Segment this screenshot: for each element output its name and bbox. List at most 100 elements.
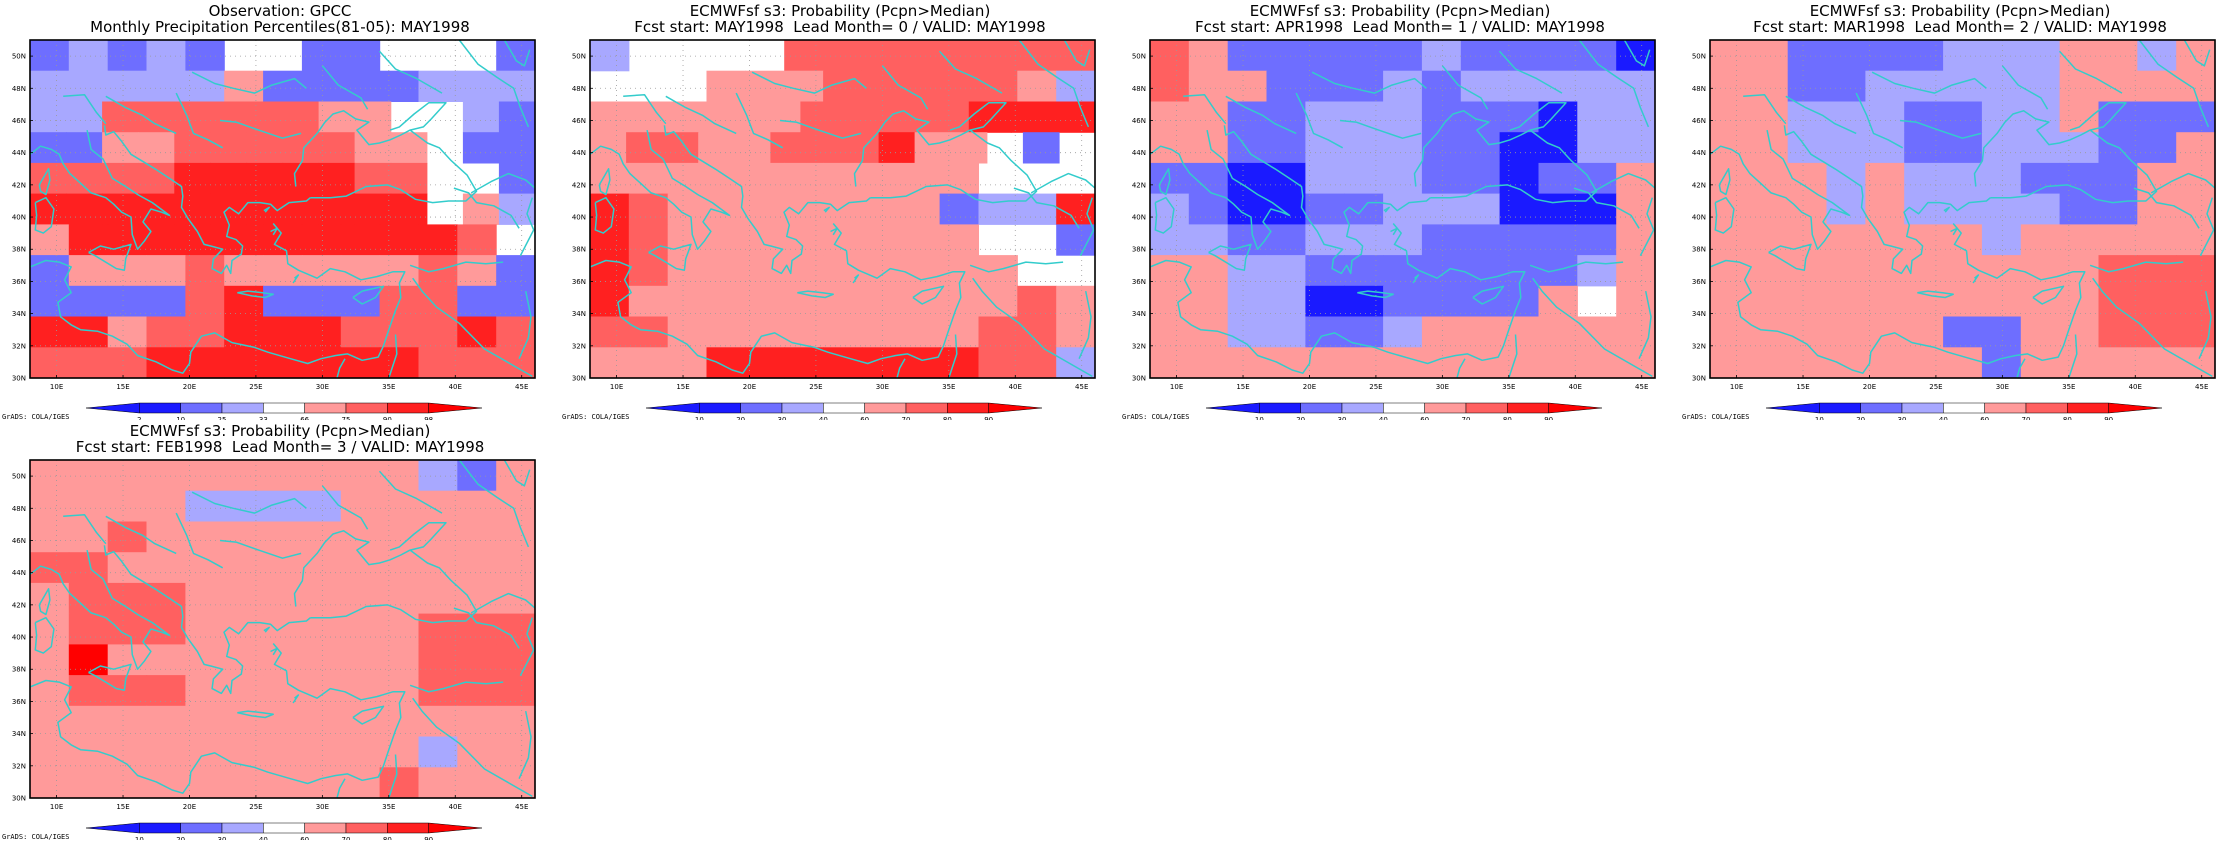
grid-cell <box>340 613 381 645</box>
grid-cell <box>1981 162 2022 195</box>
lon-tick-label: 15E <box>1236 383 1249 391</box>
colorbar-segment <box>304 822 347 834</box>
colorbar-segment <box>1819 402 1861 414</box>
grid-cell <box>823 285 863 318</box>
lat-tick-label: 44N <box>12 569 26 577</box>
grid-cell <box>301 736 342 768</box>
grid-cell <box>1904 101 1944 133</box>
grid-cell <box>30 460 70 492</box>
grid-cell <box>457 521 497 553</box>
colorbar-label: 20 <box>736 416 745 420</box>
grid-cell <box>174 101 211 133</box>
grid-cell <box>263 224 303 256</box>
grid-cell <box>1383 316 1423 348</box>
lat-tick-label: 34N <box>1132 310 1146 318</box>
grid-cell <box>146 644 186 676</box>
grid-cell <box>1266 316 1306 348</box>
grid-cell <box>667 193 708 225</box>
grid-cell <box>1943 255 1983 287</box>
grid-cell <box>2020 193 2061 225</box>
grid-cell <box>1150 347 1190 379</box>
grid-cell <box>2098 193 2138 225</box>
grid-cell <box>1305 132 1345 164</box>
lat-tick-label: 46N <box>12 537 26 545</box>
colorbar-segment <box>345 822 388 834</box>
coastline <box>2198 290 2212 360</box>
coastline <box>519 197 535 257</box>
lat-tick-label: 50N <box>1692 53 1706 61</box>
grid-cell <box>418 613 458 645</box>
grid-cell <box>2059 316 2099 348</box>
grid-cell <box>301 582 342 615</box>
grid-cell <box>301 285 342 318</box>
grid-cell <box>30 70 70 102</box>
lat-tick-label: 42N <box>1132 181 1146 189</box>
coastline <box>598 168 611 196</box>
grads-credit: GrADS: COLA/IGES <box>2 833 70 841</box>
grid-cell <box>263 644 303 676</box>
grid-cell <box>745 347 785 379</box>
grid-cell <box>1056 70 1096 102</box>
coastline <box>2069 102 2127 131</box>
coastline <box>352 285 385 305</box>
colorbar-segment <box>1300 402 1343 414</box>
grid-cell <box>224 460 264 492</box>
grid-cell <box>107 644 148 676</box>
coastline <box>1339 119 1422 139</box>
grid-cell <box>706 347 746 379</box>
grid-cell <box>301 490 342 522</box>
grid-cell <box>2176 101 2216 133</box>
colorbar-segment <box>1465 402 1508 414</box>
grid-cell <box>146 490 186 522</box>
colorbar-label: 60 <box>860 416 869 420</box>
coastline <box>34 196 55 234</box>
colorbar-label: 33 <box>259 416 268 420</box>
grid-cell <box>379 552 419 584</box>
grid-cell <box>878 132 916 164</box>
coastline <box>503 459 531 487</box>
coastline <box>292 274 300 284</box>
grid-cell <box>30 316 70 348</box>
grid-cell <box>784 40 824 72</box>
grid-cell <box>1188 101 1229 133</box>
grid-cell <box>224 70 264 102</box>
coastline <box>191 71 307 94</box>
grid-cell <box>662 132 699 164</box>
grid-cell <box>1499 255 1539 287</box>
grid-cell <box>1748 70 1789 102</box>
grid-cell <box>30 552 70 584</box>
grid-cell <box>1266 132 1306 164</box>
grid-cell <box>1787 101 1828 133</box>
grid-cell <box>185 70 225 102</box>
grid-cell <box>496 767 536 799</box>
grid-cell <box>1421 40 1462 72</box>
coastline <box>88 243 132 271</box>
shaded-cells <box>1710 40 2216 379</box>
grid-cell <box>2059 255 2099 287</box>
grid-cell <box>1460 285 1501 318</box>
grid-cell <box>2059 132 2099 164</box>
grid-cell <box>224 347 264 379</box>
lon-tick-label: 35E <box>1502 383 1515 391</box>
grid-cell <box>1383 132 1423 164</box>
grid-cell <box>107 70 148 102</box>
grid-cell <box>68 767 109 799</box>
lat-tick-label: 32N <box>1132 342 1146 350</box>
lat-tick-label: 46N <box>12 117 26 125</box>
grid-cell <box>1344 316 1384 348</box>
grid-cell <box>263 736 303 768</box>
lon-tick-label: 45E <box>515 383 528 391</box>
grid-cell <box>590 285 630 318</box>
colorbar-label: 60 <box>300 836 309 840</box>
coastline <box>1223 125 1431 275</box>
grid-cell <box>379 460 419 492</box>
grid-cell <box>1421 132 1462 164</box>
grid-cell <box>628 285 669 318</box>
grid-cell <box>1577 193 1617 225</box>
lat-tick-label: 38N <box>12 666 26 674</box>
grid-cell <box>2059 40 2099 72</box>
coastline <box>1441 65 1489 110</box>
colorbar-label: 90 <box>984 416 993 420</box>
grid-cell <box>1826 255 1866 287</box>
colorbar-label: 10 <box>1815 416 1824 420</box>
